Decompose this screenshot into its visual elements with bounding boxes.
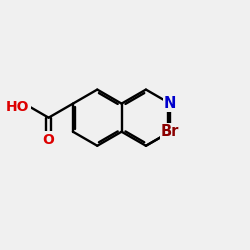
Text: HO: HO [6,100,30,114]
Text: O: O [43,132,54,146]
Text: Br: Br [161,124,180,139]
Text: N: N [164,96,176,111]
